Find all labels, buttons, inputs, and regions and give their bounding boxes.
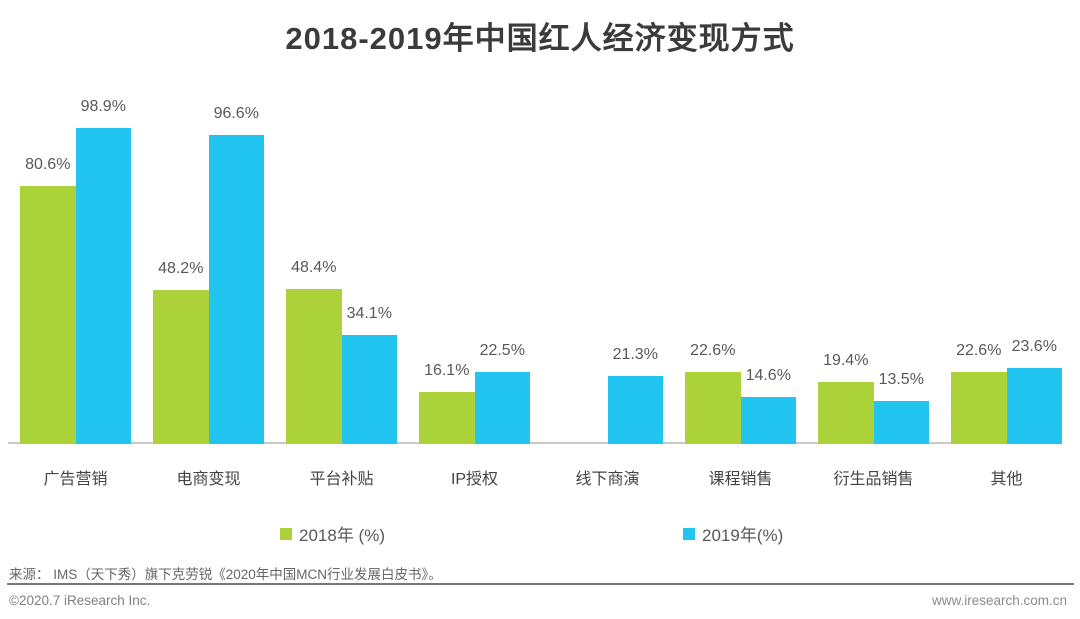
bar-2018-5 — [685, 371, 741, 444]
bar-value-label-2018-5: 22.6% — [690, 341, 736, 359]
bar-2018-7 — [951, 371, 1007, 444]
bar-value-label-2018-7: 22.6% — [956, 341, 1002, 359]
chart-title: 2018-2019年中国红人经济变现方式 — [285, 21, 795, 56]
bar-2019-5 — [740, 397, 796, 444]
bar-2019-3 — [474, 372, 530, 444]
legend-swatch-icon — [280, 527, 292, 540]
legend-label: 2019年(%) — [702, 526, 784, 545]
bar-value-label-2019-3: 22.5% — [479, 342, 525, 359]
bar-value-label-2018-3: 16.1% — [424, 362, 470, 380]
bar-value-label-2019-1: 96.6% — [213, 104, 259, 122]
bar-2019-2 — [341, 334, 397, 444]
bar-value-label-2018-2: 48.4% — [291, 259, 337, 277]
bar-value-label-2019-4: 21.3% — [612, 345, 658, 363]
bar-2018-0 — [20, 186, 76, 444]
copyright-text: ©2020.7 iResearch Inc. — [9, 593, 151, 608]
legend-item-2018: 2018年 (%) — [280, 521, 385, 546]
category-label-2: 平台补贴 — [309, 471, 374, 488]
bar-value-label-2019-5: 14.6% — [745, 367, 791, 385]
bar-2018-1 — [153, 289, 209, 444]
footer-divider — [7, 583, 1074, 585]
bar-2019-6 — [873, 400, 929, 444]
legend-label: 2018年 (%) — [299, 526, 385, 545]
bar-value-label-2019-0: 98.9% — [80, 97, 126, 115]
bar-2019-7 — [1006, 368, 1062, 444]
category-label-3: IP授权 — [450, 471, 499, 488]
website-text: www.iresearch.com.cn — [931, 593, 1067, 608]
bar-value-label-2019-2: 34.1% — [346, 304, 392, 322]
bar-2019-4 — [607, 375, 663, 444]
legend-swatch-icon — [683, 527, 695, 540]
bar-value-label-2018-0: 80.6% — [25, 156, 71, 174]
x-axis-line — [8, 442, 1058, 444]
bar-value-label-2018-1: 48.2% — [158, 259, 204, 277]
bar-value-label-2018-6: 19.4% — [823, 351, 869, 369]
category-label-0: 广告营销 — [43, 471, 108, 488]
bar-2018-3 — [419, 392, 475, 444]
category-label-5: 课程销售 — [708, 471, 773, 488]
source-note: 来源： IMS（天下秀）旗下克劳锐《2020年中国MCN行业发展白皮书》。 — [9, 567, 442, 582]
bar-2019-1 — [208, 134, 264, 444]
bar-value-label-2019-7: 23.6% — [1011, 338, 1057, 356]
bar-2018-2 — [286, 289, 342, 444]
legend-item-2019: 2019年(%) — [683, 521, 783, 546]
bar-chart-plot: 80.6% 98.9% 48.2% 96.6% 48.4% 34.1% 16.1% 22.5%… — [0, 85, 1080, 444]
bar-2019-0 — [75, 127, 131, 444]
legend: 2018年 (%) 2019年(%) — [0, 521, 1080, 546]
bar-value-label-2019-6: 13.5% — [878, 370, 924, 388]
category-axis: 广告营销 电商变现 平台补贴 IP授权 线下商演 课程销售 衍生品销售 其他 — [0, 465, 1080, 488]
category-label-6: 衍生品销售 — [833, 471, 914, 488]
category-label-1: 电商变现 — [176, 471, 241, 488]
category-label-4: 线下商演 — [575, 471, 640, 488]
category-label-7: 其他 — [990, 471, 1023, 488]
bar-2018-6 — [818, 381, 874, 444]
